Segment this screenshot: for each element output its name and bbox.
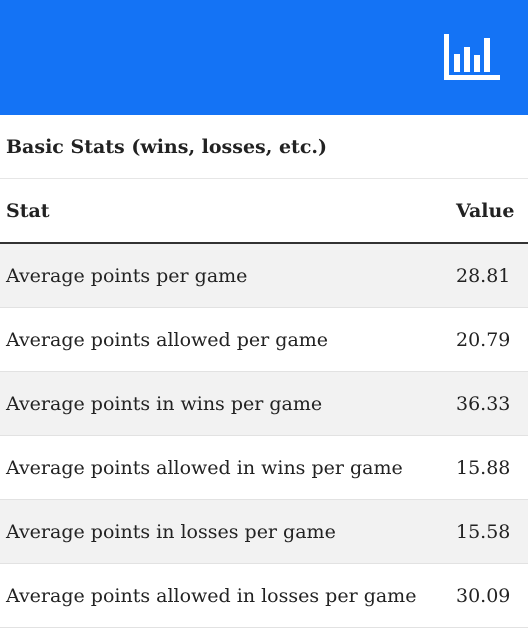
bar-chart-icon <box>444 34 500 80</box>
table-header-row: Stat Value <box>0 179 528 244</box>
stat-value: 15.88 <box>456 435 528 500</box>
column-header-stat: Stat <box>0 179 456 244</box>
stats-table: Stat Value Average points per game 28.81… <box>0 179 528 628</box>
column-header-value: Value <box>456 179 528 244</box>
table-row: Average points in losses per game 15.58 <box>0 499 528 564</box>
stat-name: Average points in wins per game <box>0 371 456 436</box>
stat-value: 20.79 <box>456 307 528 372</box>
stat-value: 36.33 <box>456 371 528 436</box>
chart-button[interactable] <box>444 34 500 80</box>
table-row: Average points per game 28.81 <box>0 243 528 308</box>
stat-value: 15.58 <box>456 499 528 564</box>
stat-name: Average points per game <box>0 243 456 308</box>
stat-name: Average points allowed in wins per game <box>0 435 456 500</box>
stat-value: 30.09 <box>456 563 528 628</box>
table-row: Average points allowed per game 20.79 <box>0 307 528 372</box>
table-row: Average points allowed in losses per gam… <box>0 563 528 628</box>
table-row: Average points in wins per game 36.33 <box>0 371 528 436</box>
top-bar <box>0 0 528 115</box>
section-title: Basic Stats (wins, losses, etc.) <box>0 115 528 179</box>
table-row: Average points allowed in wins per game … <box>0 435 528 500</box>
stat-name: Average points allowed in losses per gam… <box>0 563 456 628</box>
stat-value: 28.81 <box>456 243 528 308</box>
stat-name: Average points allowed per game <box>0 307 456 372</box>
stat-name: Average points in losses per game <box>0 499 456 564</box>
